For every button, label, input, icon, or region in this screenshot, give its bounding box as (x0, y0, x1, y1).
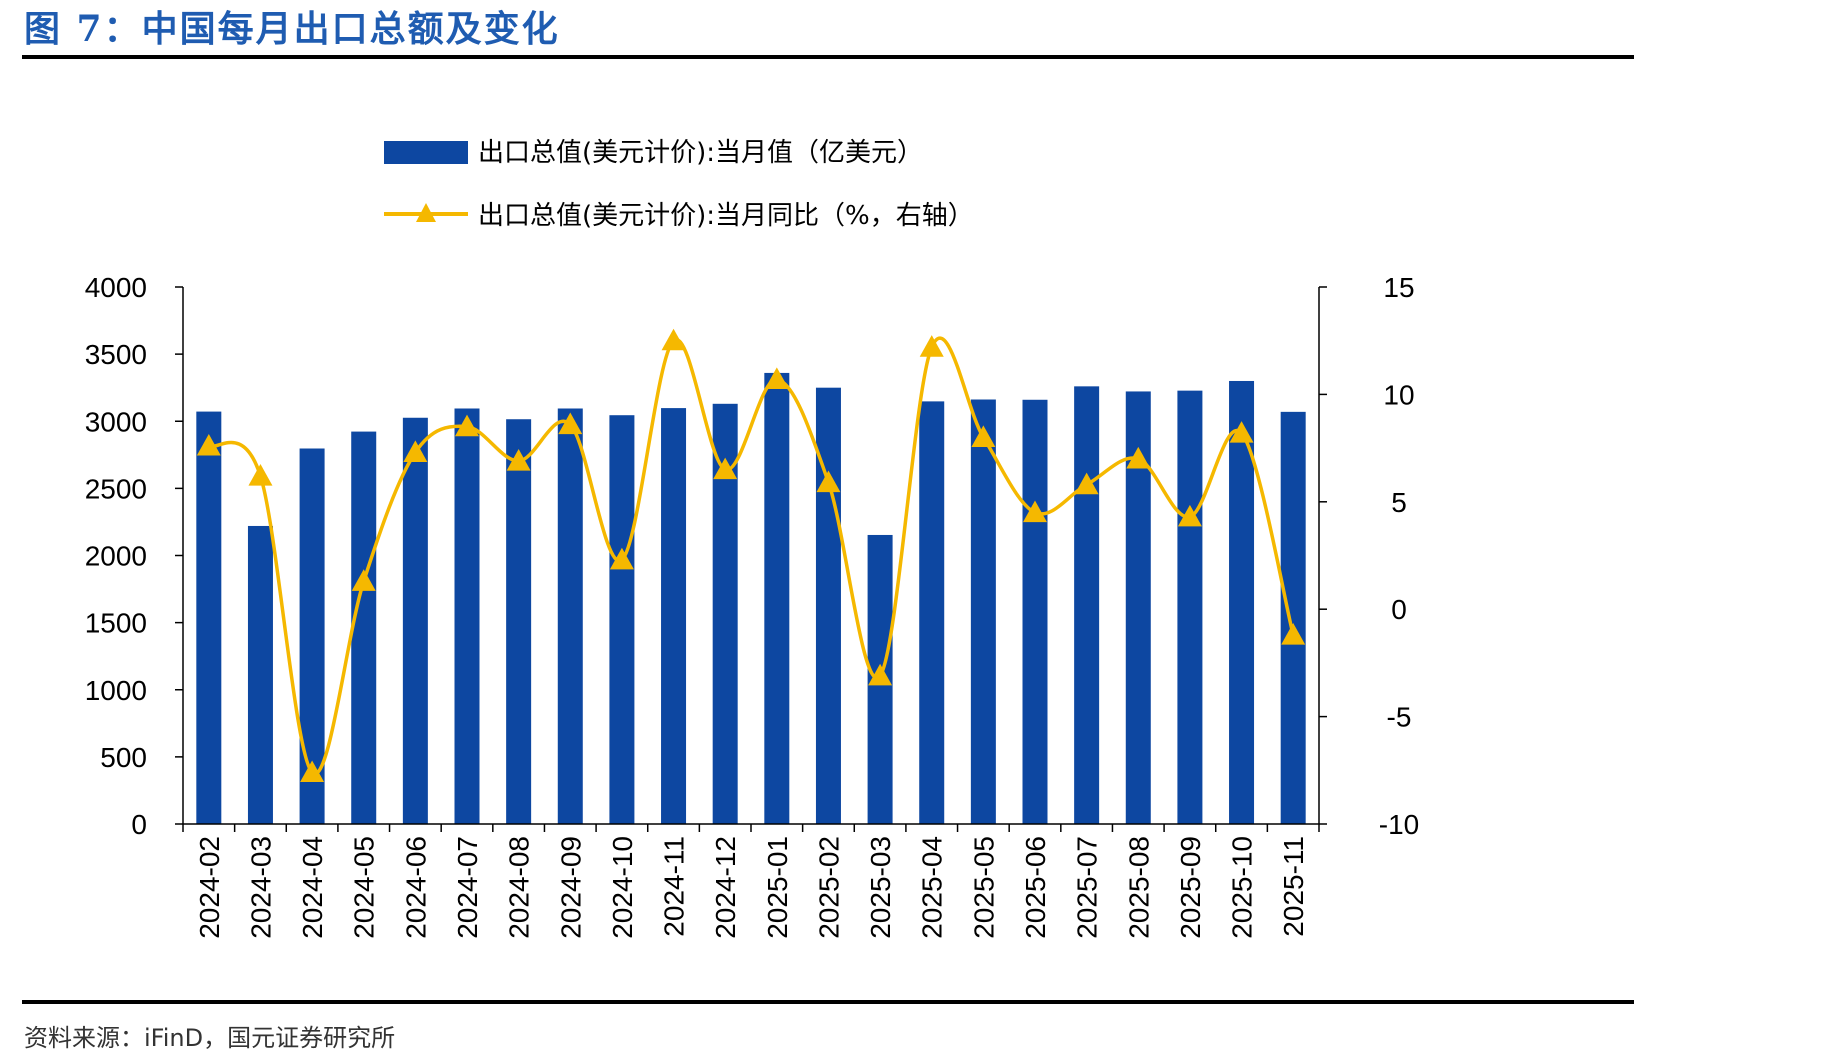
bar (1177, 390, 1203, 824)
yoy-marker (300, 760, 325, 783)
x-tick-label: 2025-05 (968, 836, 999, 939)
y-right-tick-label: 5 (1391, 487, 1407, 518)
yoy-marker (1177, 504, 1202, 527)
yoy-marker (558, 412, 583, 435)
y-left-tick-label: 4000 (85, 272, 147, 303)
yoy-marker (713, 457, 738, 480)
legend: 出口总值(美元计价):当月值（亿美元） 出口总值(美元计价):当月同比（%，右轴… (384, 138, 974, 231)
yoy-marker (816, 470, 841, 493)
yoy-marker (248, 464, 273, 486)
y-left-tick-label: 2500 (85, 473, 147, 504)
bar (247, 525, 273, 824)
line-series (196, 328, 1306, 783)
bar (970, 399, 996, 824)
y-right-tick-label: -10 (1379, 809, 1419, 840)
bar (196, 411, 222, 824)
y-right-tick-label: 15 (1383, 272, 1414, 303)
x-tick-label: 2025-07 (1072, 836, 1103, 939)
legend-bar-swatch (384, 141, 468, 164)
legend-line-label: 出口总值(美元计价):当月同比（%，右轴） (478, 201, 974, 231)
x-tick-label: 2024-09 (555, 836, 586, 939)
x-tick-label: 2024-07 (452, 836, 483, 939)
top-rule (22, 55, 1634, 59)
yoy-marker (1023, 500, 1047, 523)
source-note: 资料来源：iFinD，国元证券研究所 (24, 1024, 396, 1052)
yoy-marker (1074, 472, 1099, 495)
bar (402, 417, 428, 824)
bar (351, 431, 377, 824)
bar-series (196, 372, 1306, 824)
yoy-marker (609, 547, 634, 570)
figure-title: 图 7：中国每月出口总额及变化 (24, 8, 560, 50)
bar (764, 372, 790, 824)
bar (557, 408, 583, 824)
y-left-tick-label: 1500 (85, 608, 147, 639)
axes: 0 500 1000 1500 2000 2500 3000 3500 4000 -10 -5 0 5 1… (85, 272, 1420, 939)
yoy-marker (971, 425, 996, 447)
yoy-marker (764, 367, 789, 389)
bar (1280, 411, 1306, 824)
x-tick-label: 2025-03 (865, 836, 896, 939)
x-tick-label: 2024-02 (194, 836, 225, 939)
legend-bar-label: 出口总值(美元计价):当月值（亿美元） (478, 138, 923, 168)
y-left-tick-label: 2000 (85, 541, 147, 572)
y-left-tick-label: 500 (100, 742, 147, 773)
y-right-tick-label: -5 (1387, 702, 1412, 733)
yoy-marker (1281, 622, 1306, 645)
yoy-marker (506, 448, 531, 471)
bar (454, 408, 480, 824)
x-tick-label: 2025-10 (1227, 836, 1258, 939)
x-tick-label: 2024-04 (297, 836, 328, 939)
bar (661, 408, 687, 824)
x-tick-label: 2025-09 (1175, 836, 1206, 939)
x-tick-label: 2024-12 (710, 836, 741, 939)
yoy-marker (196, 433, 221, 456)
bottom-rule (22, 1000, 1634, 1004)
x-tick-label: 2024-08 (504, 836, 535, 939)
yoy-marker (1229, 421, 1254, 443)
bar (919, 401, 945, 824)
x-tick-label: 2025-08 (1123, 836, 1154, 939)
y-left-tick-label: 1000 (85, 675, 147, 706)
yoy-marker (661, 328, 686, 351)
legend-line-marker (416, 203, 436, 222)
y-left-tick-label: 3500 (85, 339, 147, 370)
x-tick-label: 2024-06 (400, 836, 431, 939)
x-tick-label: 2024-10 (607, 836, 638, 939)
y-left-tick-label: 0 (131, 809, 147, 840)
yoy-marker (351, 569, 376, 591)
x-tick-label: 2025-11 (1278, 836, 1309, 937)
yoy-marker (919, 335, 944, 357)
y-right-tick-label: 0 (1391, 594, 1407, 625)
x-tick-label: 2025-02 (813, 836, 844, 939)
yoy-marker (403, 440, 428, 462)
bar (1022, 399, 1048, 824)
y-right-tick-label: 10 (1383, 379, 1414, 410)
x-tick-label: 2025-01 (762, 836, 793, 939)
yoy-marker (455, 414, 479, 437)
bar (609, 415, 635, 824)
x-tick-label: 2025-06 (1020, 836, 1051, 939)
x-tick-label: 2024-11 (659, 836, 690, 937)
bar (506, 419, 532, 824)
yoy-marker (868, 663, 893, 686)
y-left-tick-label: 3000 (85, 406, 147, 437)
x-tick-label: 2024-05 (349, 836, 380, 939)
x-tick-label: 2025-04 (917, 836, 948, 939)
bar (1074, 386, 1100, 824)
x-tick-label: 2024-03 (245, 836, 276, 939)
yoy-marker (1126, 446, 1151, 469)
